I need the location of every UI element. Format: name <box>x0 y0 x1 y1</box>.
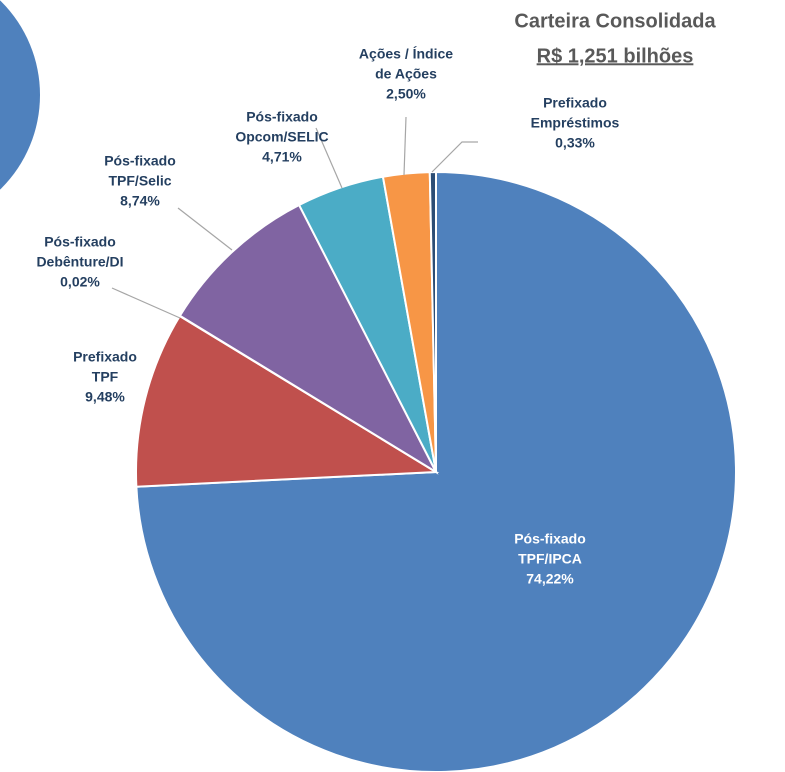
value-label: 0,33% <box>555 135 595 151</box>
slice-label: Pós-fixado <box>514 531 586 547</box>
leader-line <box>431 141 478 173</box>
value-label: 8,74% <box>120 193 160 209</box>
slice-label: Empréstimos <box>531 115 620 131</box>
value-label: 74,22% <box>526 571 574 587</box>
leader-line <box>403 116 407 176</box>
pie-slice <box>178 203 439 475</box>
decorative-circle <box>0 0 40 190</box>
chart-title: Carteira Consolidada <box>514 10 716 32</box>
slice-label: Prefixado <box>73 349 137 365</box>
slice-label: de Ações <box>375 66 437 82</box>
pie-slice <box>428 170 437 473</box>
slice-label: TPF/Selic <box>108 173 171 189</box>
chart-subtitle: R$ 1,251 bilhões <box>537 45 694 67</box>
leader-line <box>177 207 233 251</box>
slice-label: Prefixado <box>543 95 607 111</box>
value-label: 2,50% <box>386 86 426 102</box>
slice-label: Pós-fixado <box>246 109 318 125</box>
leader-line <box>111 287 181 319</box>
slice-label: Debênture/DI <box>36 254 123 270</box>
value-label: 9,48% <box>85 389 125 405</box>
slice-label: TPF/IPCA <box>518 551 582 567</box>
value-label: 4,71% <box>262 149 302 165</box>
slice-label: Pós-fixado <box>44 234 116 250</box>
leader-line <box>315 127 343 189</box>
value-label: 0,02% <box>60 274 100 290</box>
slice-label: Opcom/SELIC <box>235 129 328 145</box>
slice-label: Ações / Índice <box>359 46 453 62</box>
slice-label: Pós-fixado <box>104 153 176 169</box>
pie-slice <box>135 314 440 488</box>
slice-label: TPF <box>92 369 119 385</box>
